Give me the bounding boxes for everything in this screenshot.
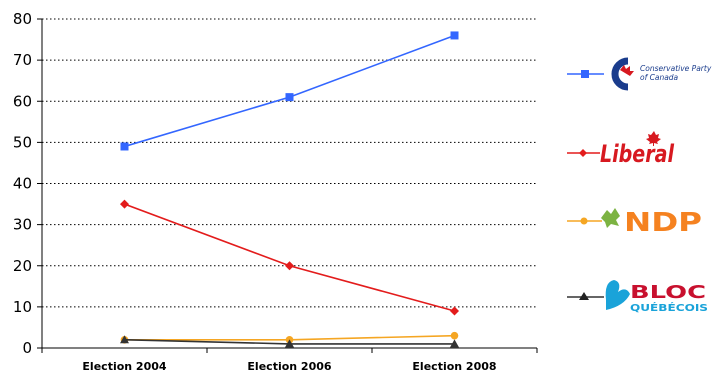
y-axis-ticks: 0 10 20 30 40 50 60 70 80 <box>13 10 42 357</box>
x-axis-categories: Election 2004 Election 2006 Election 2008 <box>41 348 538 373</box>
series-3 <box>120 335 459 348</box>
legend-item-liberal: Liberal <box>567 131 675 168</box>
data-point <box>120 142 129 151</box>
legend-marker-liberal <box>579 149 587 157</box>
y-tick-label: 10 <box>13 298 32 316</box>
legend-label-liberal: Liberal <box>600 140 675 168</box>
legend-marker-conservative <box>581 70 589 78</box>
conservative-logo-icon <box>611 57 634 91</box>
y-tick-label: 80 <box>13 10 32 28</box>
legend-label-ndp: NDP <box>624 208 702 238</box>
data-point <box>450 31 459 40</box>
data-point <box>450 306 459 316</box>
data-point <box>120 335 129 344</box>
y-tick-label: 20 <box>13 257 32 275</box>
x-category-label: Election 2006 <box>247 360 331 373</box>
data-point <box>450 339 459 348</box>
series-1 <box>120 199 459 316</box>
x-category-label: Election 2008 <box>412 360 496 373</box>
data-point <box>285 93 294 102</box>
y-tick-label: 30 <box>13 216 32 234</box>
legend-item-bloc: BLOC QUÉBÉCOIS <box>567 280 708 314</box>
y-tick-label: 70 <box>13 51 32 69</box>
bloc-fleur-icon <box>605 280 630 310</box>
ndp-leaf-icon <box>601 208 620 228</box>
legend-label-conservative-1: Conservative Party <box>640 64 712 73</box>
legend-marker-bloc <box>579 292 589 300</box>
legend-label-conservative-2: of Canada <box>640 73 679 82</box>
legend-item-ndp: NDP <box>567 208 702 238</box>
x-category-label: Election 2004 <box>82 360 166 373</box>
data-point <box>450 331 459 340</box>
y-tick-label: 0 <box>22 339 32 357</box>
y-tick-label: 60 <box>13 92 32 110</box>
series-group <box>120 31 459 348</box>
legend-marker-ndp <box>580 217 588 225</box>
legend-item-conservative: Conservative Party of Canada <box>567 57 712 91</box>
series-line <box>124 34 455 148</box>
data-point <box>285 261 294 271</box>
maple-leaf-icon <box>646 131 661 146</box>
y-tick-label: 40 <box>13 175 32 193</box>
series-line <box>124 203 455 312</box>
data-point <box>285 339 294 348</box>
y-tick-label: 50 <box>13 133 32 151</box>
legend: Conservative Party of Canada Liberal NDP… <box>567 57 712 314</box>
series-0 <box>120 31 459 151</box>
legend-label-bloc-1: BLOC <box>630 282 706 303</box>
data-point <box>120 199 129 209</box>
legend-label-bloc-2: QUÉBÉCOIS <box>630 301 708 314</box>
